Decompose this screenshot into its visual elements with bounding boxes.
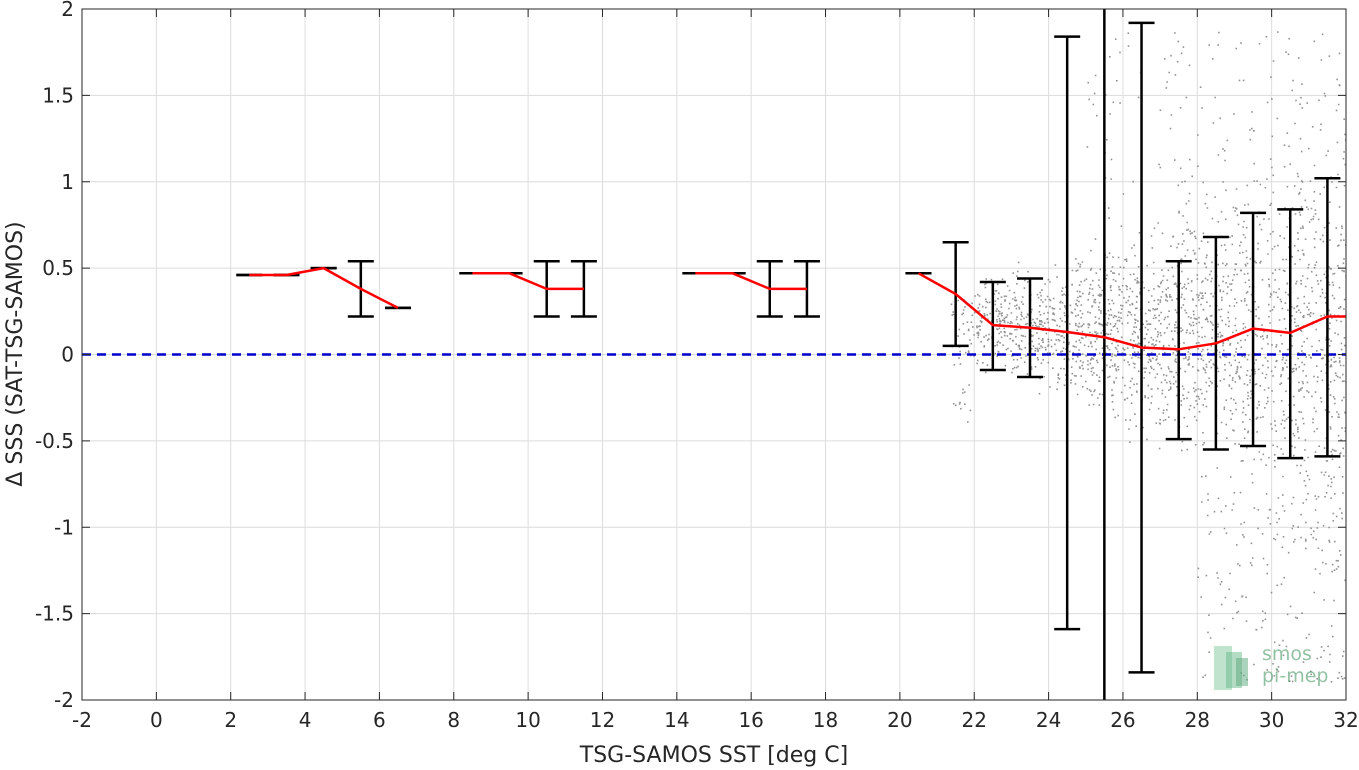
mean-series-line: [249, 266, 399, 310]
x-tick-label: 4: [299, 708, 312, 732]
logo-block-3: [1236, 658, 1248, 686]
y-tick-label: 0: [61, 343, 74, 367]
x-tick-label: 6: [373, 708, 386, 732]
x-tick-label: 20: [887, 708, 912, 732]
x-axis-title: TSG-SAMOS SST [deg C]: [579, 743, 848, 768]
x-tick-label: 26: [1110, 708, 1135, 732]
x-tick-label: 30: [1259, 708, 1284, 732]
x-tick-label: 16: [738, 708, 763, 732]
x-tick-label: 14: [664, 708, 689, 732]
y-tick-label: 2: [61, 0, 74, 21]
logo-text-pimep: pi-mep: [1262, 665, 1328, 687]
y-tick-label: -1.5: [35, 602, 74, 626]
y-tick-label: -1: [54, 515, 74, 539]
x-tick-label: 12: [590, 708, 615, 732]
x-tick-label: -2: [72, 708, 92, 732]
scatter-points: [950, 31, 1346, 683]
mean-line: [249, 266, 1346, 351]
x-tick-label: 18: [813, 708, 838, 732]
x-tick-label: 24: [1036, 708, 1061, 732]
x-tick-label: 8: [447, 708, 460, 732]
y-tick-label: 0.5: [42, 256, 74, 280]
x-tick-label: 0: [150, 708, 163, 732]
y-axis-title: Δ SSS (SAT-TSG-SAMOS): [3, 221, 28, 486]
axis-ticks: -2 0 2 4 6 8 10 12 14 16 18 20 22 24 26 28 30 32-2-1.5-1-…: [35, 0, 1359, 732]
mean-series-line: [472, 272, 584, 291]
mean-series-line: [917, 272, 1346, 351]
logo-text-smos: smos: [1262, 643, 1312, 665]
y-tick-label: 1: [61, 170, 74, 194]
y-tick-label: 1.5: [42, 83, 74, 107]
x-tick-label: 28: [1185, 708, 1210, 732]
y-tick-label: -0.5: [35, 429, 74, 453]
x-tick-label: 22: [962, 708, 987, 732]
mean-series-line: [695, 272, 807, 291]
x-tick-label: 10: [515, 708, 540, 732]
scatter-cloud: [950, 31, 1346, 683]
x-tick-label: 2: [224, 708, 237, 732]
smos-pimep-logo: smos pi-mep: [1214, 643, 1328, 690]
y-tick-label: -2: [54, 688, 74, 712]
x-tick-label: 32: [1333, 708, 1358, 732]
